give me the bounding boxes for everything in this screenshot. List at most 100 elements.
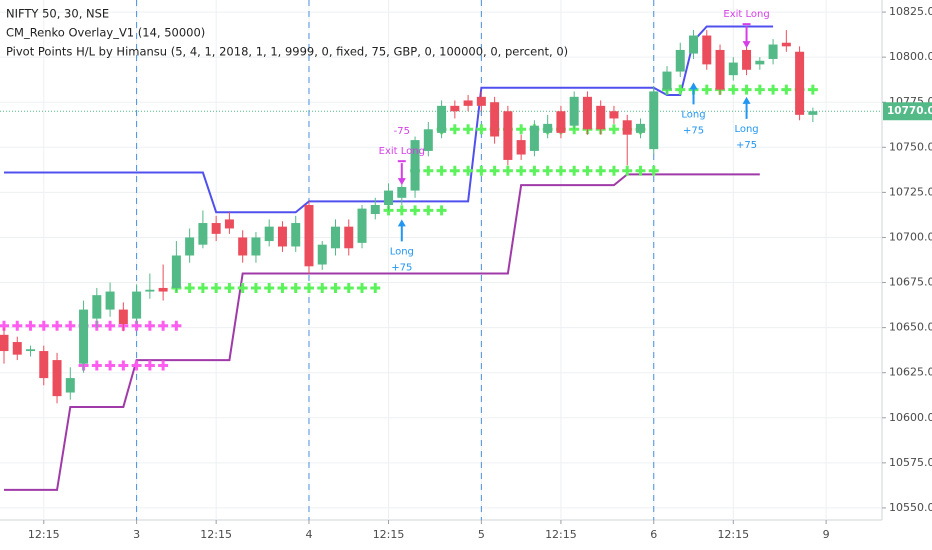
pivot-marker <box>595 165 606 176</box>
pivot-marker <box>250 282 261 293</box>
x-tick-label: 9 <box>823 528 830 541</box>
candle-body <box>463 100 473 106</box>
pivot-marker <box>343 282 354 293</box>
candle-body <box>65 378 75 393</box>
pivot-marker <box>476 124 487 135</box>
y-tick-label: 10575.00 <box>889 456 932 469</box>
pivot-marker <box>317 282 328 293</box>
x-tick-label: 4 <box>305 528 312 541</box>
pivot-marker <box>463 165 474 176</box>
pivot-marker <box>211 282 222 293</box>
candle-body <box>105 291 115 310</box>
candle-body <box>702 35 712 65</box>
candle-body <box>185 237 195 256</box>
candle-body <box>92 295 102 319</box>
candle-body <box>450 105 460 112</box>
candle-body <box>543 123 553 133</box>
pivot-marker <box>555 165 566 176</box>
pivot-marker <box>25 320 36 331</box>
pivot-marker <box>423 165 434 176</box>
pivot-marker <box>12 320 23 331</box>
pivot-marker <box>184 282 195 293</box>
pivot-marker <box>516 124 527 135</box>
pivot-marker <box>489 165 500 176</box>
pivot-marker <box>224 282 235 293</box>
candle-body <box>635 123 645 133</box>
candle-body <box>344 226 354 249</box>
pivot-marker <box>52 320 63 331</box>
pivot-marker <box>436 165 447 176</box>
candle-body <box>529 125 539 151</box>
candle-body <box>689 35 699 54</box>
pivot-marker <box>635 165 646 176</box>
signal-label: Long <box>390 246 414 257</box>
candle-body <box>304 205 314 267</box>
pivot-marker <box>436 205 447 216</box>
y-tick-label: 10725.00 <box>889 185 932 198</box>
candle-body <box>569 96 579 126</box>
y-tick-label: 10600.00 <box>889 411 932 424</box>
pivot-marker <box>608 165 619 176</box>
pivot-marker <box>357 282 368 293</box>
candle-body <box>331 226 340 249</box>
pivot-marker <box>277 282 288 293</box>
signal-arrow <box>397 163 406 186</box>
pivot-marker <box>648 165 659 176</box>
candle-body <box>649 91 659 150</box>
pivot-marker <box>144 360 155 371</box>
pivot-marker <box>423 205 434 216</box>
candle-body <box>609 111 619 119</box>
x-tick-label: 12:15 <box>373 528 405 541</box>
pivot-marker <box>370 282 381 293</box>
candle-body <box>742 49 752 70</box>
signal-label: Exit Long <box>723 9 769 20</box>
candle-body <box>211 223 221 234</box>
pivot-marker <box>396 205 407 216</box>
y-tick-label: 10800.00 <box>889 50 932 63</box>
pivot-marker <box>171 320 182 331</box>
pivot-marker <box>542 165 553 176</box>
pivot-marker <box>582 165 593 176</box>
pivot-marker <box>65 320 76 331</box>
candle-body <box>410 140 420 191</box>
y-tick-label: 10675.00 <box>889 276 932 289</box>
pivot-line <box>4 173 760 491</box>
x-tick-label: 12:15 <box>717 528 749 541</box>
pivot-marker <box>144 320 155 331</box>
pivot-marker <box>118 360 129 371</box>
candle-body <box>158 287 168 292</box>
y-tick-label: 10750.00 <box>889 140 932 153</box>
candle-body <box>277 226 287 247</box>
pivot-marker <box>91 360 102 371</box>
x-tick-label: 6 <box>650 528 657 541</box>
candle-body <box>808 111 818 115</box>
last-price-label: 10770.00 <box>887 105 932 117</box>
pivot-marker <box>330 282 341 293</box>
candle-body <box>662 71 672 90</box>
pivot-marker <box>105 320 116 331</box>
candle-body <box>795 51 805 115</box>
signal-label: +75 <box>391 262 412 273</box>
y-tick-label: 10625.00 <box>889 366 932 379</box>
pivot-marker <box>569 165 580 176</box>
pivot-marker <box>529 165 540 176</box>
pivot-marker <box>728 84 739 95</box>
pivot-marker <box>449 165 460 176</box>
signal-label: +75 <box>683 125 704 136</box>
pivot-marker <box>158 320 169 331</box>
pivot-marker <box>608 124 619 135</box>
candle-body <box>264 226 274 242</box>
signal-arrow <box>742 26 751 49</box>
candle-body <box>516 140 526 155</box>
candle-body <box>437 105 447 133</box>
candle-body <box>490 102 500 137</box>
pivot-marker <box>449 124 460 135</box>
candle-body <box>118 309 128 325</box>
candle-body <box>755 60 765 65</box>
pivot-marker <box>807 84 818 95</box>
pivot-marker <box>463 124 474 135</box>
y-tick-label: 10825.00 <box>889 5 932 18</box>
pivot-marker <box>768 84 779 95</box>
pivot-marker <box>290 282 301 293</box>
